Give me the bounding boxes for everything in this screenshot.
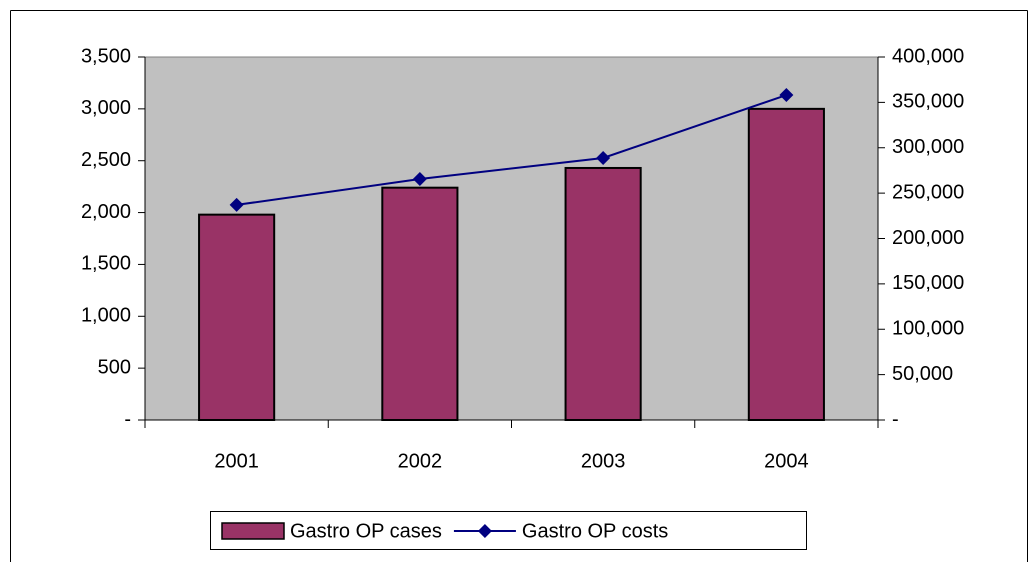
y2-tick-label: 200,000 xyxy=(892,227,964,249)
legend-label: Gastro OP cases xyxy=(290,520,442,542)
y2-tick-label: - xyxy=(892,408,899,430)
y2-tick-label: 50,000 xyxy=(892,363,953,385)
x-tick-label: 2004 xyxy=(764,450,809,472)
line-marker xyxy=(229,197,244,212)
y2-tick-label: 150,000 xyxy=(892,272,964,294)
line-marker xyxy=(412,171,427,186)
y-tick-label: 500 xyxy=(98,356,131,378)
y2-tick-label: 400,000 xyxy=(892,45,964,67)
y2-tick-label: 100,000 xyxy=(892,318,964,340)
y-tick-label: - xyxy=(124,408,131,430)
x-tick-label: 2003 xyxy=(581,450,626,472)
bar xyxy=(198,213,276,421)
legend-label: Gastro OP costs xyxy=(522,520,668,542)
y-tick-label: 1,000 xyxy=(81,305,131,327)
bar xyxy=(381,186,459,421)
y2-tick-label: 300,000 xyxy=(892,136,964,158)
bar xyxy=(747,107,825,421)
y-tick-label: 2,000 xyxy=(81,201,131,223)
x-tick-label: 2001 xyxy=(214,450,259,472)
line-marker xyxy=(779,88,794,103)
y2-tick-label: 250,000 xyxy=(892,181,964,203)
y-tick-label: 3,000 xyxy=(81,97,131,119)
bar xyxy=(564,166,642,421)
y2-tick-label: 350,000 xyxy=(892,91,964,113)
legend-swatch xyxy=(221,522,285,540)
line xyxy=(236,94,787,206)
x-tick-label: 2002 xyxy=(398,450,443,472)
y-tick-label: 1,500 xyxy=(81,253,131,275)
y-tick-label: 3,500 xyxy=(81,45,131,67)
y-tick-label: 2,500 xyxy=(81,149,131,171)
line-marker xyxy=(596,151,611,166)
legend-marker xyxy=(477,524,492,538)
